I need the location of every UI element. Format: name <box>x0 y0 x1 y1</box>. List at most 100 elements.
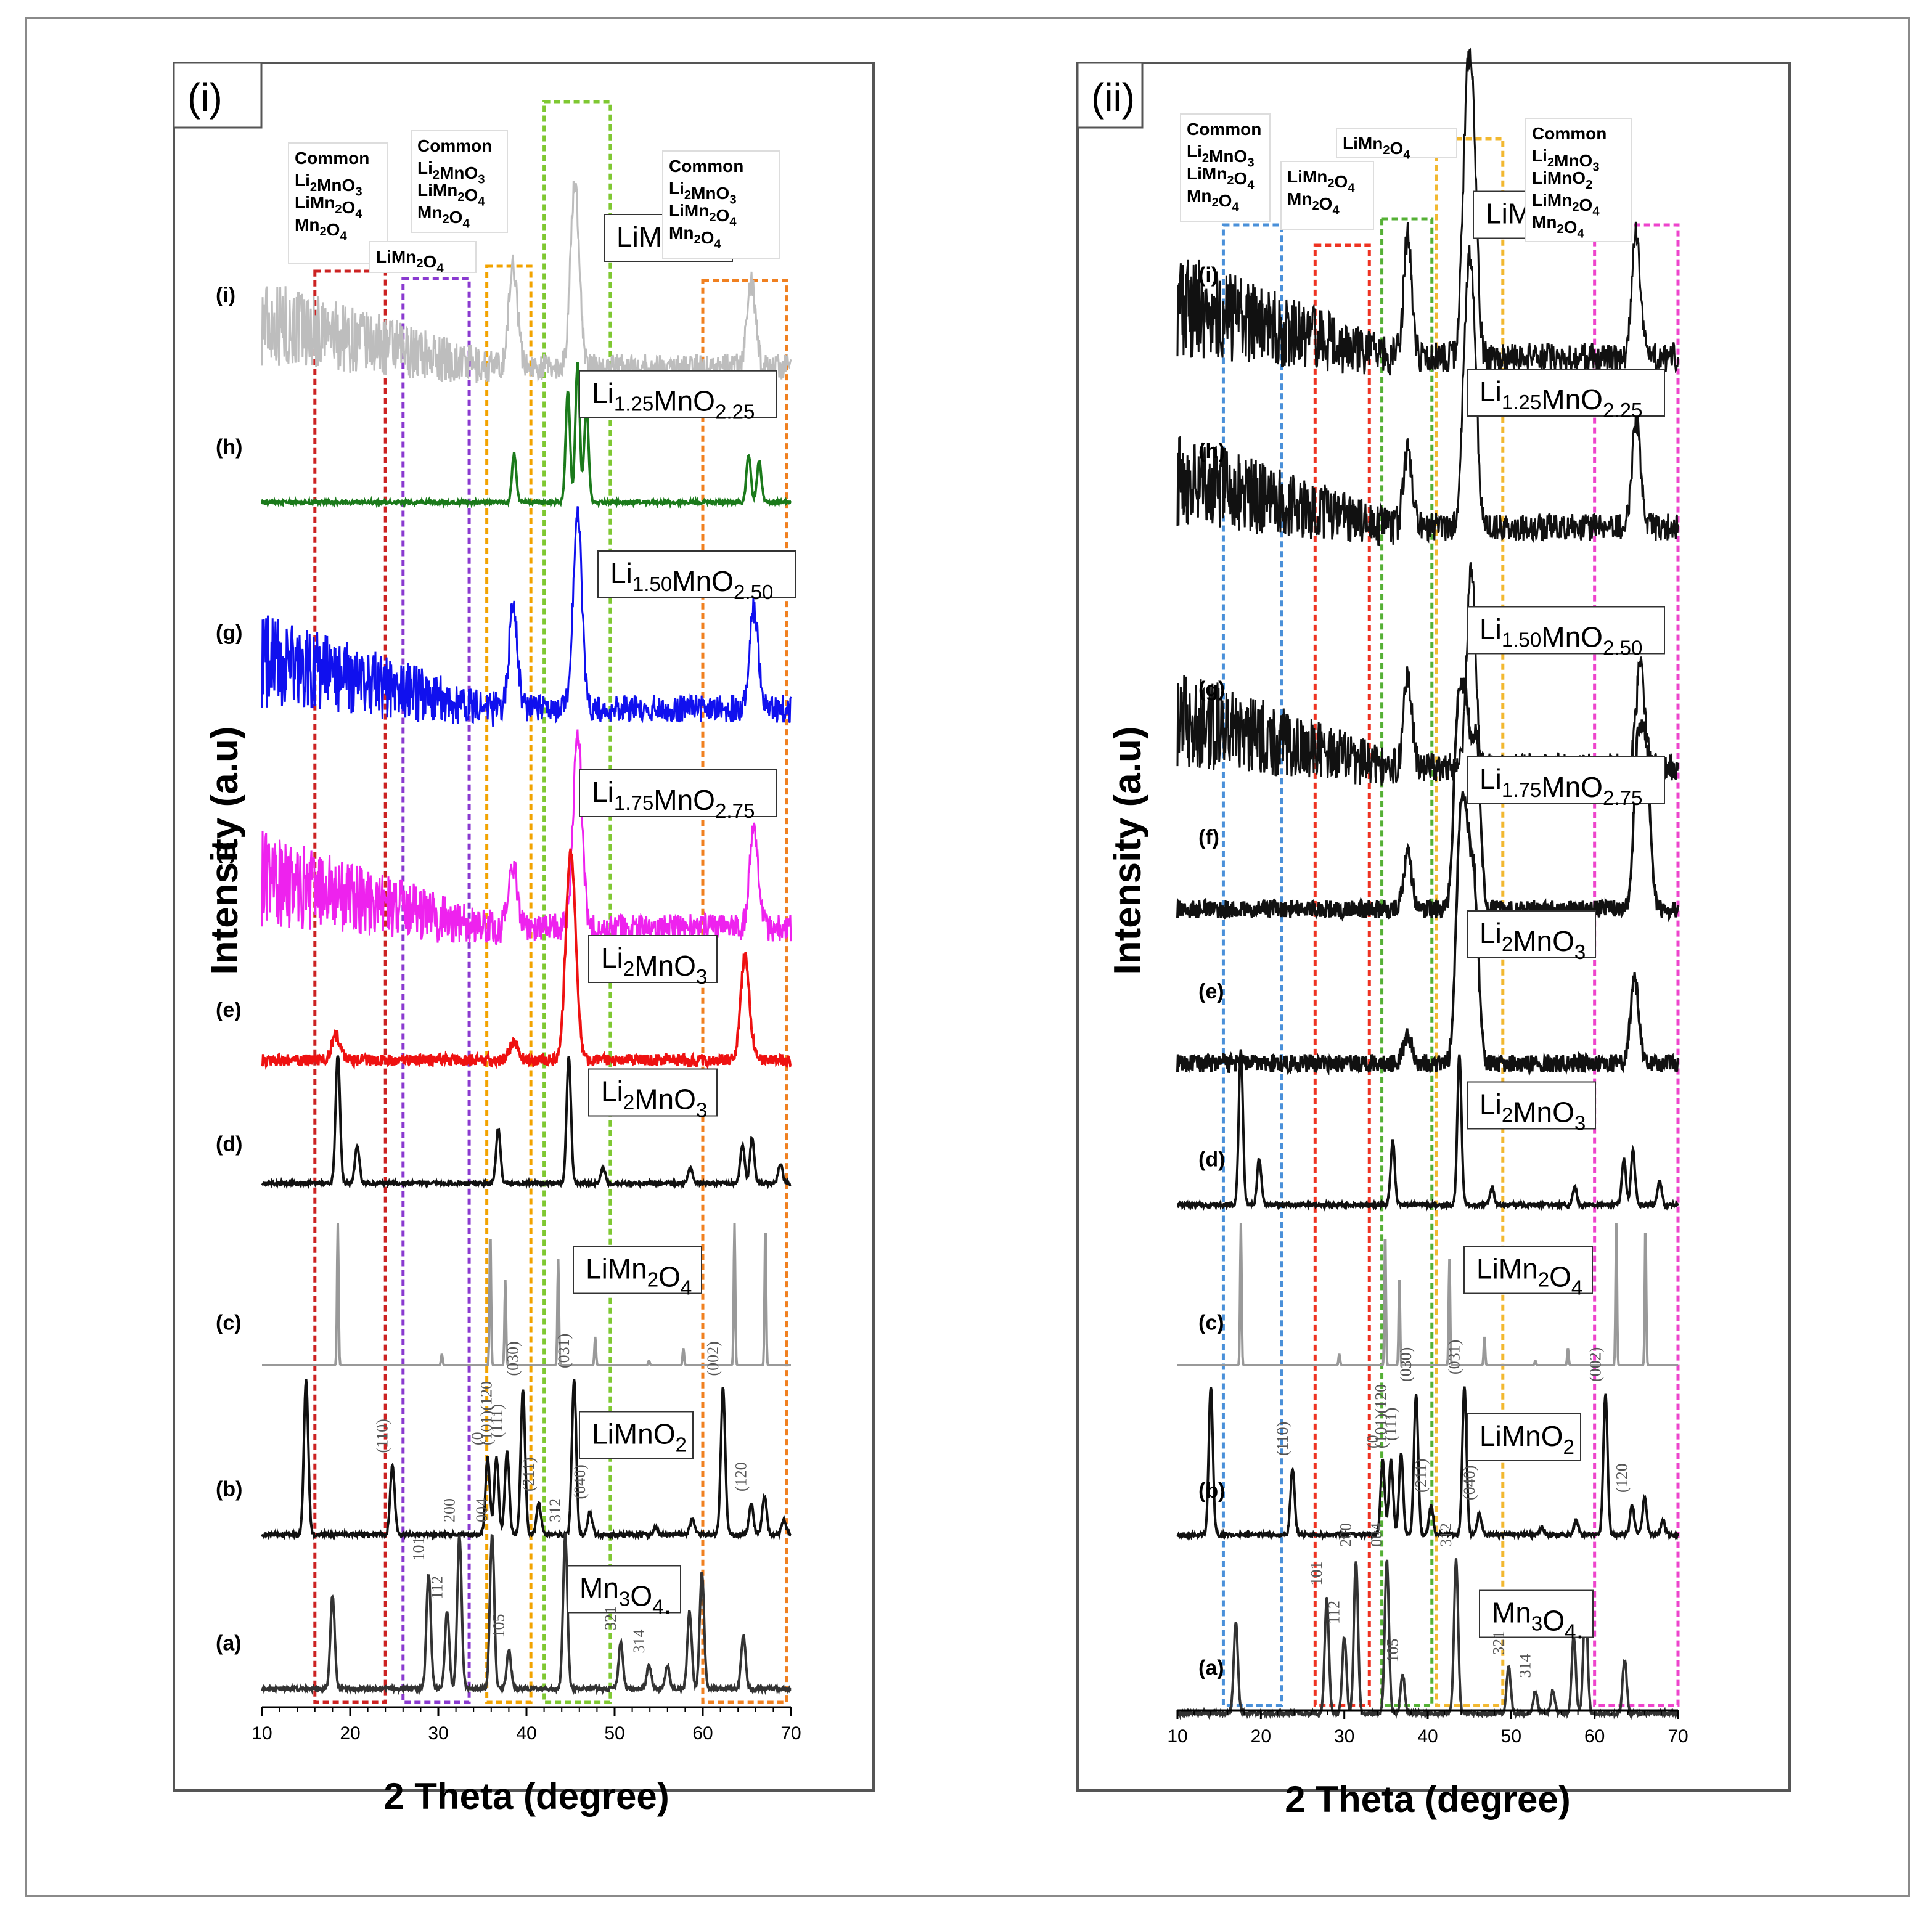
series-name: LiMnO2 <box>1480 1420 1574 1459</box>
formula-part: MnO <box>634 1083 696 1115</box>
formula-part: LiMn <box>376 247 416 266</box>
formula-part: MnO <box>317 176 355 195</box>
x-tick-label: 10 <box>252 1723 272 1744</box>
formula-part: 1.75 <box>1502 779 1541 802</box>
series-letter: (a) <box>216 1632 242 1655</box>
formula-part: 4 <box>1565 1620 1576 1643</box>
series-line <box>1176 1049 1679 1212</box>
peak-label: (101)(120 <box>1372 1384 1390 1448</box>
formula-part: Mn <box>579 1572 619 1604</box>
peak-label: (030) <box>504 1341 522 1376</box>
annotation-text: Li2MnO3 <box>1532 146 1600 174</box>
formula-part: O <box>1390 139 1404 158</box>
series-letter: (i) <box>1198 264 1218 287</box>
series-name: Mn3O4. <box>1492 1597 1584 1645</box>
annotation-text: Li2MnO3 <box>417 158 485 187</box>
highlight-box <box>401 277 471 1704</box>
formula-part: 3 <box>1247 157 1254 170</box>
formula-part: Li <box>669 179 684 198</box>
series-letter: (b) <box>1198 1479 1225 1503</box>
series-name-box <box>1479 1589 1594 1638</box>
series-letter: (g) <box>1198 678 1225 701</box>
formula-part: Common <box>1532 124 1607 143</box>
formula-part: MnO <box>1209 147 1247 166</box>
series-name-box <box>579 769 777 817</box>
x-tick-label: 30 <box>1334 1726 1354 1747</box>
series-name-box <box>579 370 777 418</box>
formula-part: 4 <box>1332 204 1340 218</box>
series-name-box <box>573 1246 702 1294</box>
formula-part: 2 <box>694 233 700 247</box>
formula-part: MnO <box>672 565 734 597</box>
formula-part: O <box>701 228 714 247</box>
formula-part: Common <box>417 136 492 155</box>
peak-label: (0 <box>469 1432 486 1445</box>
formula-part: 4 <box>436 262 444 275</box>
peak-label: 321 <box>1489 1631 1507 1655</box>
x-tick-label: 20 <box>340 1723 360 1744</box>
formula-part: Li <box>1480 917 1502 949</box>
formula-part: 2 <box>1383 144 1390 157</box>
annotation-box <box>1525 118 1632 242</box>
x-tick-label: 30 <box>428 1723 448 1744</box>
formula-part: 2 <box>319 225 326 239</box>
series-name: Li2MnO3 <box>1480 917 1586 964</box>
annotation-text: Common <box>1187 120 1261 139</box>
peak-label: 112 <box>1325 1601 1343 1624</box>
annotation-box <box>662 150 780 259</box>
formula-part: 3 <box>729 194 736 207</box>
panel-ii: (ii)(i)LiMnO2.(h)Li1.25MnO2.25(g)Li1.50M… <box>1076 47 1791 1820</box>
formula-part: 2 <box>1202 152 1209 165</box>
formula-part: 4 <box>1232 201 1239 214</box>
formula-part: O <box>1579 195 1593 214</box>
formula-part: 4 <box>1403 149 1410 162</box>
formula-part: MnO <box>1513 1096 1574 1128</box>
x-axis-title: 2 Theta (degree) <box>1285 1779 1570 1820</box>
peak-label: (031) <box>555 1334 573 1368</box>
formula-part: 2 <box>1563 1436 1574 1459</box>
peak-label: 312 <box>1437 1523 1455 1547</box>
series-name-box <box>1467 1413 1581 1461</box>
series-name: Li1.50MnO2.50 <box>610 557 773 604</box>
formula-part: 2 <box>442 213 449 226</box>
peak-label: 312 <box>546 1498 564 1522</box>
formula-part: O <box>424 252 437 271</box>
annotation-text: Li2MnO3 <box>295 171 362 199</box>
panel-label-box <box>173 62 263 129</box>
formula-part: 2.50 <box>734 581 773 604</box>
formula-part: O <box>1219 191 1232 210</box>
formula-part: LiMn <box>586 1253 647 1285</box>
formula-part: Common <box>295 149 369 168</box>
formula-part: Li <box>1480 375 1502 407</box>
formula-part: O <box>716 206 730 225</box>
annotation-text: Common <box>417 136 492 155</box>
peak-label: (0 <box>1364 1435 1381 1448</box>
x-axis: 10 20 30 40 50 60 70 <box>1167 1709 1688 1747</box>
formula-part: LiMn <box>669 201 709 220</box>
x-tick-label: 40 <box>1417 1726 1438 1747</box>
peak-label: (002) <box>704 1341 722 1376</box>
series-name-box <box>1463 1246 1593 1294</box>
formula-part: 2 <box>1586 178 1592 192</box>
annotation-text: LiMnO2 <box>1532 168 1592 192</box>
formula-part: MnO <box>1554 151 1592 170</box>
formula-part: 4 <box>714 238 721 251</box>
peak-label: (110) <box>374 1419 391 1453</box>
formula-part: 4 <box>1348 182 1355 195</box>
peak-label: (111) <box>1382 1408 1400 1441</box>
formula-part: MnO <box>653 385 715 417</box>
formula-part: 2.75 <box>1603 787 1642 810</box>
annotation-text: Common <box>295 149 369 168</box>
formula-part: 3 <box>619 1588 630 1610</box>
formula-part: 1.25 <box>614 393 653 416</box>
formula-part: O <box>630 1580 652 1612</box>
formula-part: 4 <box>1571 1276 1582 1299</box>
annotation-text: Mn2O4 <box>1187 186 1239 214</box>
series-line <box>261 729 792 945</box>
formula-part: 1.25 <box>1502 391 1541 414</box>
formula-part: MnO <box>691 184 729 203</box>
formula-part: 2 <box>1547 156 1554 169</box>
annotation-box <box>369 241 477 273</box>
panel-label: (ii) <box>1091 75 1135 120</box>
formula-part: Li <box>601 1075 623 1108</box>
